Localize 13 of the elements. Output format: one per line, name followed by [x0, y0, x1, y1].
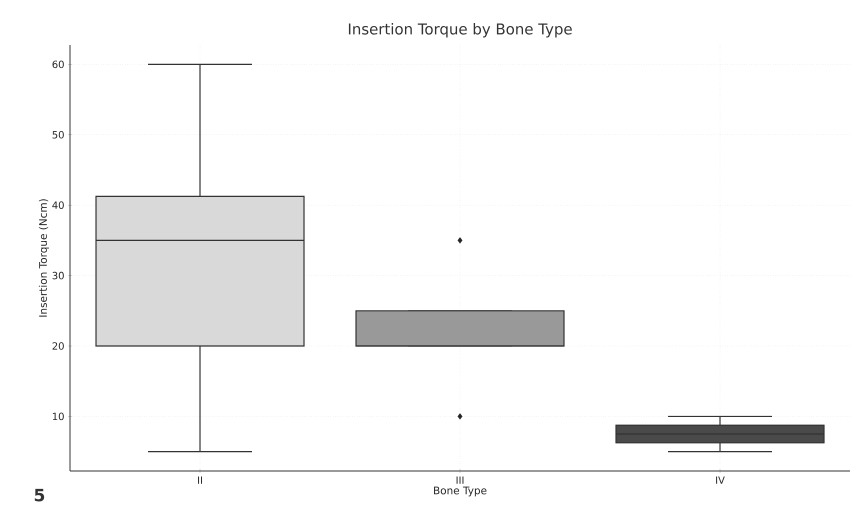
y-tick-label: 40 [52, 201, 64, 209]
y-tick-label: 10 [52, 412, 64, 420]
x-tick-label: III [456, 476, 464, 484]
text: 5 [34, 488, 44, 502]
y-tick-label: 50 [52, 130, 64, 139]
y-tick-label: 30 [52, 272, 64, 280]
x-axis-title: Bone Type [434, 486, 486, 496]
y-tick-label: 20 [52, 342, 64, 350]
y-axis-title: Insertion Torque (Ncm) [38, 199, 49, 317]
x-tick-label: II [198, 476, 202, 484]
chart-title: Insertion Torque by Bone Type [348, 23, 572, 38]
y-tick-label: 60 [52, 60, 64, 68]
x-tick-label: IV [716, 476, 725, 484]
